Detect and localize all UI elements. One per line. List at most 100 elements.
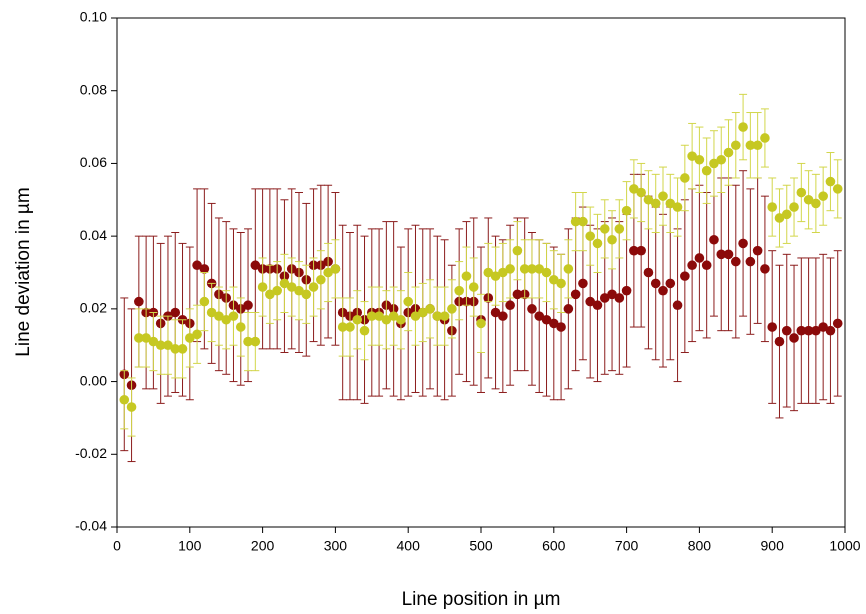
point [738, 122, 748, 132]
point [512, 245, 523, 256]
point [774, 336, 785, 347]
point [374, 311, 384, 321]
point [701, 260, 712, 271]
point [599, 293, 610, 303]
point [490, 271, 501, 281]
point [803, 325, 814, 336]
point [556, 322, 566, 332]
point [221, 314, 231, 325]
point [731, 256, 741, 267]
point [585, 231, 595, 241]
point [483, 267, 494, 278]
point [206, 307, 217, 318]
point [541, 314, 552, 325]
point [745, 256, 756, 267]
y-tick-label: 0.08 [80, 81, 107, 97]
point [658, 285, 668, 296]
point [476, 318, 486, 329]
point [243, 336, 253, 347]
point [527, 264, 537, 274]
point [323, 267, 333, 278]
point [352, 314, 363, 325]
point [570, 216, 581, 227]
y-tick-label: 0.02 [80, 300, 107, 316]
point [789, 333, 799, 343]
point [599, 224, 610, 234]
x-tick-label: 0 [113, 538, 121, 554]
point [396, 314, 406, 325]
y-tick-label: 0.04 [80, 227, 107, 243]
point [214, 311, 224, 321]
point [796, 187, 807, 198]
point [687, 151, 697, 161]
point [832, 184, 843, 194]
point [294, 285, 304, 296]
point [709, 158, 719, 169]
point [665, 198, 676, 209]
point [286, 282, 297, 292]
x-axis-title: Line position in µm [402, 589, 561, 610]
point [825, 325, 836, 336]
point [796, 325, 807, 336]
point [359, 325, 370, 336]
x-tick-label: 400 [397, 538, 421, 554]
point [454, 285, 464, 296]
point [512, 289, 523, 300]
point [279, 278, 290, 289]
point [658, 191, 668, 201]
point [228, 311, 239, 321]
x-tick-label: 1000 [829, 538, 860, 554]
point [665, 278, 676, 289]
x-tick-label: 700 [615, 538, 639, 554]
point [650, 198, 661, 209]
point [316, 274, 326, 285]
point [534, 264, 545, 274]
point [337, 322, 348, 332]
point [694, 253, 705, 263]
point [621, 285, 632, 296]
point [832, 318, 843, 329]
point [629, 245, 639, 256]
y-tick-label: -0.04 [75, 518, 107, 534]
point [687, 260, 697, 271]
point [549, 274, 559, 285]
point [505, 264, 515, 274]
point [629, 184, 639, 194]
point [439, 311, 450, 321]
point [192, 329, 202, 340]
point [767, 202, 777, 212]
point [447, 304, 457, 314]
point [607, 289, 617, 300]
point [410, 311, 421, 321]
point [752, 245, 763, 256]
point [818, 322, 828, 332]
point [760, 133, 770, 143]
point [563, 304, 574, 314]
point [760, 264, 770, 274]
point [672, 202, 683, 212]
point [549, 318, 559, 329]
point [781, 209, 792, 220]
point [250, 336, 261, 347]
x-tick-label: 600 [542, 538, 566, 554]
x-tick-label: 900 [761, 538, 785, 554]
point [461, 271, 472, 281]
point [119, 394, 130, 405]
point [505, 300, 515, 311]
point [731, 140, 741, 151]
point [163, 340, 173, 351]
point [621, 205, 632, 216]
x-tick-label: 800 [688, 538, 712, 554]
point [614, 293, 625, 303]
point [403, 296, 414, 307]
point [825, 176, 836, 187]
point [563, 264, 574, 274]
point [345, 322, 355, 332]
point [141, 333, 151, 343]
point [752, 140, 763, 151]
point [541, 267, 552, 278]
point [498, 311, 508, 321]
point [265, 289, 275, 300]
point [490, 307, 501, 318]
point [243, 300, 253, 311]
